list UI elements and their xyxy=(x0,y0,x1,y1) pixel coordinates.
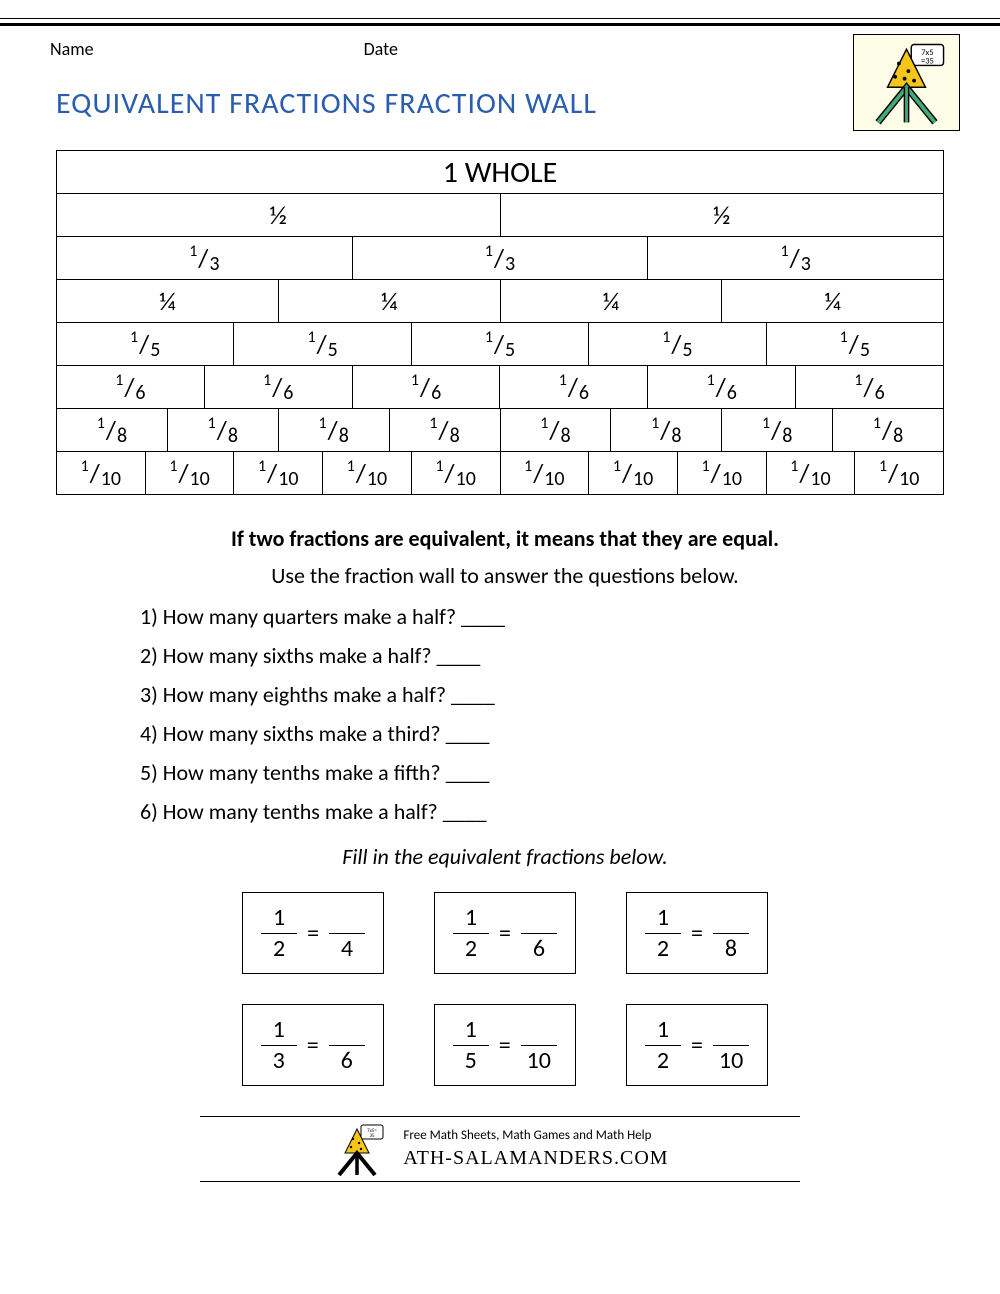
date-label: Date xyxy=(364,38,398,60)
question: 3) How many eighths make a half? ____ xyxy=(140,681,870,708)
wall-cell: 1/8 xyxy=(390,409,501,451)
logo-icon: 7x5 =35 xyxy=(853,34,960,131)
wall-cell: 1/5 xyxy=(767,323,943,365)
fraction-wall: 1 WHOLE ½½1/31/31/3¼¼¼¼1/51/51/51/51/51/… xyxy=(56,150,944,495)
wall-cell: ½ xyxy=(501,194,944,236)
wall-cell: 1/8 xyxy=(611,409,722,451)
wall-cell: 1/10 xyxy=(501,452,590,494)
wall-cell: 1/8 xyxy=(279,409,390,451)
content-area: If two fractions are equivalent, it mean… xyxy=(0,495,1000,1086)
wall-cell: 1/5 xyxy=(57,323,234,365)
wall-cell: ¼ xyxy=(57,280,279,322)
wall-row: 1/51/51/51/51/5 xyxy=(57,323,943,366)
wall-row: 1/81/81/81/81/81/81/81/8 xyxy=(57,409,943,452)
wall-cell: 1/6 xyxy=(205,366,353,408)
wall-cell: 1/10 xyxy=(412,452,501,494)
name-label: Name xyxy=(50,38,94,60)
question: 2) How many sixths make a half? ____ xyxy=(140,642,870,669)
question: 1) How many quarters make a half? ____ xyxy=(140,603,870,630)
wall-cell: 1/8 xyxy=(57,409,168,451)
page-title: EQUIVALENT FRACTIONS FRACTION WALL xyxy=(0,71,1000,122)
wall-cell: 1/6 xyxy=(57,366,205,408)
equivalence-box: 15=010 xyxy=(434,1004,576,1086)
footer-tagline: Free Math Sheets, Math Games and Math He… xyxy=(403,1128,668,1145)
wall-cell: 1/3 xyxy=(353,237,649,279)
footer-logo-icon: 7x5= 35 xyxy=(331,1123,391,1177)
question: 5) How many tenths make a fifth? ____ xyxy=(140,759,870,786)
wall-cell: 1/5 xyxy=(234,323,411,365)
equivalence-row: 13=06 15=010 12=010 xyxy=(140,1004,870,1086)
wall-cell: 1/10 xyxy=(855,452,943,494)
wall-cell: 1/5 xyxy=(412,323,589,365)
wall-cell: 1/10 xyxy=(678,452,767,494)
wall-cell: 1/8 xyxy=(168,409,279,451)
question: 6) How many tenths make a half? ____ xyxy=(140,798,870,825)
wall-cell: 1/6 xyxy=(796,366,943,408)
wall-row: 1/101/101/101/101/101/101/101/101/101/10 xyxy=(57,452,943,494)
svg-text:=35: =35 xyxy=(921,57,934,67)
wall-cell: 1/6 xyxy=(353,366,501,408)
wall-cell: 1/10 xyxy=(146,452,235,494)
wall-cell: ½ xyxy=(57,194,501,236)
wall-cell: ¼ xyxy=(722,280,943,322)
wall-cell: 1/10 xyxy=(323,452,412,494)
equivalence-row: 12=04 12=06 12=08 xyxy=(140,892,870,974)
wall-row: 1/61/61/61/61/61/6 xyxy=(57,366,943,409)
wall-cell: 1/10 xyxy=(589,452,678,494)
footer-site: ATH-SALAMANDERS.COM xyxy=(403,1145,668,1171)
instruction-use: Use the fraction wall to answer the ques… xyxy=(140,562,870,589)
wall-cell: 1/5 xyxy=(589,323,766,365)
equivalence-box: 12=06 xyxy=(434,892,576,974)
wall-cell: 1/10 xyxy=(767,452,856,494)
equivalence-box: 13=06 xyxy=(242,1004,384,1086)
wall-cell: 1/8 xyxy=(501,409,612,451)
footer: 7x5= 35 Free Math Sheets, Math Games and… xyxy=(200,1116,800,1182)
instruction-bold: If two fractions are equivalent, it mean… xyxy=(140,525,870,552)
wall-cell: 1/10 xyxy=(234,452,323,494)
equivalence-box: 12=04 xyxy=(242,892,384,974)
question: 4) How many sixths make a third? ____ xyxy=(140,720,870,747)
svg-text:35: 35 xyxy=(370,1133,376,1139)
wall-cell: ¼ xyxy=(279,280,501,322)
wall-cell: 1/8 xyxy=(833,409,943,451)
page-top-rule xyxy=(0,18,1000,26)
wall-cell: ¼ xyxy=(501,280,723,322)
wall-cell: 1/3 xyxy=(57,237,353,279)
equivalence-box: 12=08 xyxy=(626,892,768,974)
wall-cell: 1/3 xyxy=(648,237,943,279)
equivalence-box: 12=010 xyxy=(626,1004,768,1086)
wall-row: ¼¼¼¼ xyxy=(57,280,943,323)
wall-cell: 1/8 xyxy=(722,409,833,451)
wall-cell: 1/6 xyxy=(648,366,796,408)
instruction-fill: Fill in the equivalent fractions below. xyxy=(140,843,870,870)
wall-cell: 1/10 xyxy=(57,452,146,494)
wall-cell: 1/6 xyxy=(500,366,648,408)
wall-row: ½½ xyxy=(57,194,943,237)
wall-row: 1/31/31/3 xyxy=(57,237,943,280)
wall-whole: 1 WHOLE xyxy=(57,151,943,193)
